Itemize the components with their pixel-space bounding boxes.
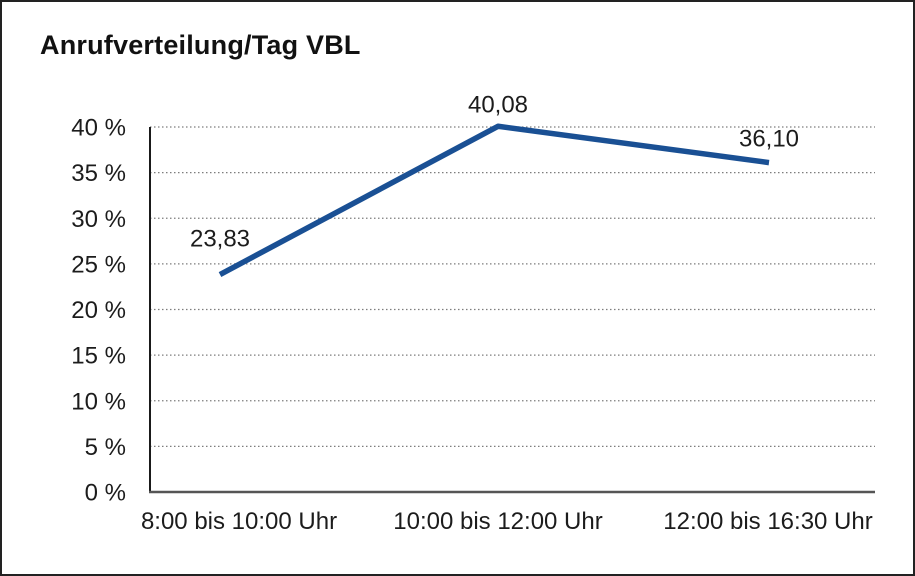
- data-point-label: 36,10: [739, 126, 799, 153]
- series-line: [218, 123, 770, 277]
- y-tick-label: 40 %: [71, 115, 126, 142]
- y-tick-label: 10 %: [71, 388, 126, 415]
- y-tick-label: 30 %: [71, 206, 126, 233]
- y-tick-label: 35 %: [71, 160, 126, 187]
- chart-title: Anrufverteilung/Tag VBL: [40, 30, 361, 60]
- y-tick-label: 15 %: [71, 343, 126, 370]
- data-point-label: 23,83: [190, 226, 250, 253]
- y-tick-label: 20 %: [71, 297, 126, 324]
- y-tick-label: 0 %: [85, 480, 126, 507]
- x-category-label: 8:00 bis 10:00 Uhr: [141, 508, 337, 535]
- y-tick-label: 5 %: [85, 434, 126, 461]
- x-category-label: 12:00 bis 16:30 Uhr: [663, 508, 872, 535]
- data-point-label: 40,08: [468, 91, 528, 118]
- y-tick-label: 25 %: [71, 251, 126, 278]
- x-category-label: 10:00 bis 12:00 Uhr: [393, 508, 602, 535]
